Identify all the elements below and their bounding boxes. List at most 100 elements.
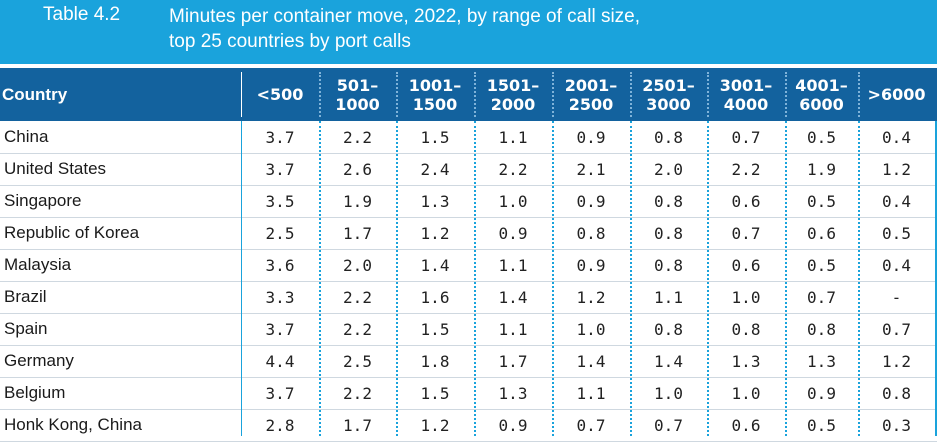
header-column-divider [396,72,398,117]
table-header: Country <500 501– 1000 1001– 1500 1501– 2000 200… [0,68,937,121]
header-column-divider [858,72,860,117]
value-cell: 1.0 [654,383,683,403]
value-cell: 2.5 [343,351,372,371]
value-cell: 2.2 [343,383,372,403]
value-cell: 1.0 [576,319,606,339]
value-cell: 2.6 [343,159,372,179]
value-cell: 1.3 [731,351,761,371]
value-cell: 1.3 [807,351,836,371]
title-divider [0,64,937,68]
value-cell: 1.2 [420,223,450,243]
value-cell: 0.7 [731,127,761,147]
value-cell: 1.0 [731,383,761,403]
value-cell: 1.7 [498,351,528,371]
value-cell: 0.8 [654,127,683,147]
column-header-0: Country [2,85,68,104]
country-cell: Germany [4,351,74,370]
table-row: Malaysia 3.6 2.0 1.4 1.1 0.9 0.8 0.6 0.5 0.4 [0,249,937,282]
value-cell: 3.7 [265,127,295,147]
value-cell: 4.4 [265,351,295,371]
column-divider [319,121,321,436]
column-divider [630,121,632,436]
value-cell: 1.2 [882,351,911,371]
table-row: Germany 4.4 2.5 1.8 1.7 1.4 1.4 1.3 1.3 1.2 [0,345,937,378]
value-cell: 0.9 [807,383,836,403]
value-cell: 1.9 [343,191,372,211]
value-cell: 0.4 [882,127,911,147]
header-column-divider [319,72,321,117]
table-row: Belgium 3.7 2.2 1.5 1.3 1.1 1.0 1.0 0.9 0.8 [0,377,937,410]
table-body: China 3.7 2.2 1.5 1.1 0.9 0.8 0.7 0.5 0.4 United S… [0,121,937,442]
value-cell: 0.4 [882,191,911,211]
value-cell: 3.7 [265,319,295,339]
value-cell: 2.2 [731,159,761,179]
country-cell: Brazil [4,287,47,306]
value-cell: 1.5 [420,127,450,147]
value-cell: 2.2 [343,287,372,307]
value-cell: 1.7 [343,223,372,243]
value-cell: 2.1 [576,159,606,179]
value-cell: 0.8 [654,223,683,243]
value-cell: 1.2 [420,415,450,435]
value-cell: 3.5 [265,191,295,211]
value-cell: 0.9 [498,223,528,243]
table-row: Spain 3.7 2.2 1.5 1.1 1.0 0.8 0.8 0.8 0.7 [0,313,937,346]
value-cell: 0.4 [882,255,911,275]
value-cell: 1.0 [498,191,528,211]
value-cell: 2.8 [265,415,295,435]
value-cell: 0.8 [654,319,683,339]
column-header-2: 501– 1000 [335,75,380,114]
column-header-6: 2501– 3000 [642,75,695,114]
value-cell: 1.0 [731,287,761,307]
value-cell: 1.7 [343,415,372,435]
column-header-7: 3001– 4000 [719,75,773,114]
header-column-divider [785,72,787,117]
column-divider [785,121,787,436]
country-cell: Malaysia [4,255,72,274]
value-cell: 0.9 [498,415,528,435]
value-cell: 0.7 [576,415,606,435]
value-cell: 0.7 [654,415,683,435]
table-row: Republic of Korea 2.5 1.7 1.2 0.9 0.8 0.8 0.7 0.… [0,217,937,250]
table-number: Table 4.2 [43,4,121,25]
value-cell: 2.5 [265,223,295,243]
value-cell: 2.0 [343,255,372,275]
table-row: Singapore 3.5 1.9 1.3 1.0 0.9 0.8 0.6 0.5 0.4 [0,185,937,218]
column-divider [396,121,398,436]
value-cell: 0.8 [807,319,836,339]
value-cell: 1.8 [420,351,450,371]
value-cell: 1.9 [807,159,836,179]
value-cell: 0.6 [807,223,836,243]
header-column-divider [474,72,476,117]
table-row: United States 3.7 2.6 2.4 2.2 2.1 2.0 2.2 1.9 1.2 [0,153,937,186]
country-cell: Singapore [4,191,82,210]
header-column-divider [630,72,632,117]
column-header-8: 4001– 6000 [795,75,848,114]
value-cell: 1.1 [576,383,606,403]
header-column-divider [552,72,554,117]
table-title-bar: Table 4.2 Minutes per container move, 20… [0,0,937,64]
value-cell: 1.4 [498,287,528,307]
table-row: Brazil 3.3 2.2 1.6 1.4 1.2 1.1 1.0 0.7 - [0,281,937,314]
value-cell: 1.3 [420,191,450,211]
country-cell: Republic of Korea [4,223,140,242]
country-cell: China [4,127,49,146]
value-cell: 3.6 [265,255,295,275]
value-cell: 0.9 [576,191,606,211]
table-title-line-2: top 25 countries by port calls [169,31,411,52]
value-cell: 1.5 [420,319,450,339]
column-divider [241,121,242,436]
value-cell: 0.7 [731,223,761,243]
value-cell: 0.6 [731,255,761,275]
value-cell: 0.7 [807,287,836,307]
value-cell: 0.8 [731,319,761,339]
value-cell: 1.3 [498,383,528,403]
value-cell: 0.3 [882,415,911,435]
column-header-4: 1501– 2000 [486,75,540,114]
value-cell: 0.5 [807,255,836,275]
value-cell: 0.6 [731,415,761,435]
value-cell: 0.8 [654,191,683,211]
value-cell: 2.2 [343,319,372,339]
value-cell: 1.1 [654,287,683,307]
value-cell: 3.3 [265,287,295,307]
